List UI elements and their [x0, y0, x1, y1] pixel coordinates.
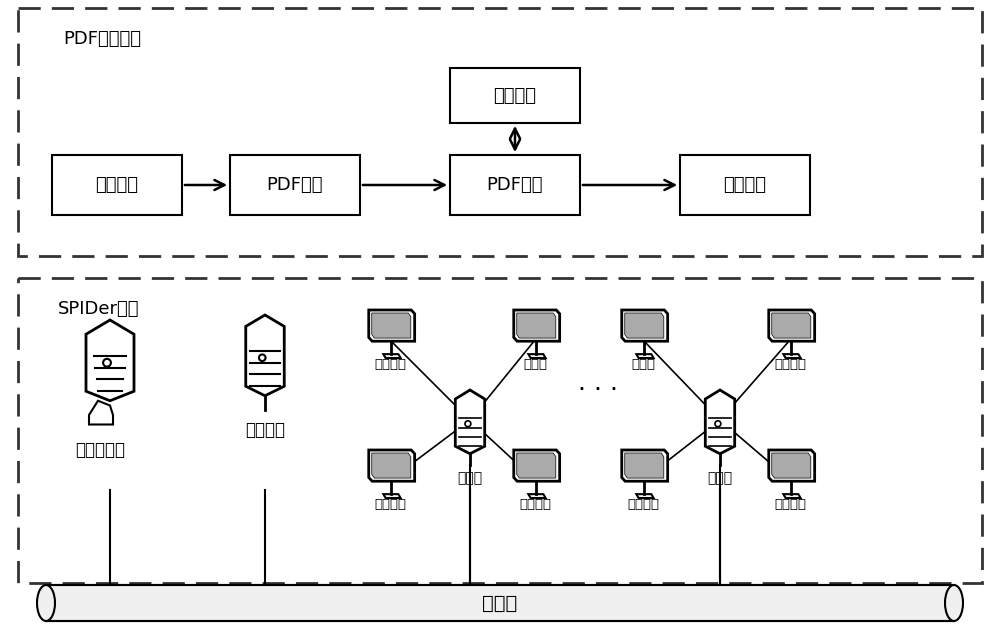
Polygon shape [622, 450, 668, 481]
Polygon shape [517, 313, 556, 338]
Text: PDF显示: PDF显示 [487, 176, 543, 194]
Polygon shape [455, 390, 485, 454]
Polygon shape [372, 313, 411, 338]
Polygon shape [517, 453, 556, 478]
Polygon shape [625, 453, 664, 478]
Text: 子节点: 子节点 [707, 471, 733, 485]
Polygon shape [622, 310, 668, 341]
FancyBboxPatch shape [18, 8, 982, 256]
Polygon shape [86, 320, 134, 401]
Text: 显示单元: 显示单元 [519, 498, 551, 511]
Text: 主控节点: 主控节点 [245, 421, 285, 439]
Polygon shape [625, 313, 664, 338]
Text: 显示单元: 显示单元 [774, 357, 806, 370]
Text: 控制操作: 控制操作 [494, 87, 536, 104]
Text: 信息读取: 信息读取 [96, 176, 138, 194]
Polygon shape [514, 450, 560, 481]
FancyBboxPatch shape [450, 68, 580, 123]
Text: 信息保存: 信息保存 [724, 176, 767, 194]
Polygon shape [783, 354, 801, 358]
Text: SPIDer平台: SPIDer平台 [58, 300, 140, 318]
Polygon shape [528, 494, 546, 498]
Polygon shape [705, 390, 735, 454]
Text: PDF显示系统: PDF显示系统 [63, 30, 141, 48]
Text: 示单元: 示单元 [631, 357, 655, 370]
Polygon shape [383, 354, 401, 358]
Text: 显示单: 显示单 [523, 357, 547, 370]
Polygon shape [769, 310, 815, 341]
Text: PDF解析: PDF解析 [267, 176, 323, 194]
Polygon shape [772, 313, 811, 338]
Polygon shape [636, 494, 654, 498]
Text: 显示单元: 显示单元 [627, 498, 659, 511]
FancyBboxPatch shape [450, 155, 580, 215]
Circle shape [259, 355, 266, 361]
Polygon shape [246, 315, 284, 396]
Circle shape [103, 359, 111, 367]
Circle shape [715, 421, 721, 426]
Polygon shape [369, 310, 415, 341]
FancyBboxPatch shape [680, 155, 810, 215]
Polygon shape [783, 494, 801, 498]
Text: 显示单元: 显示单元 [774, 498, 806, 511]
Text: 显示单元: 显示单元 [374, 498, 406, 511]
Polygon shape [636, 354, 654, 358]
Polygon shape [514, 310, 560, 341]
Polygon shape [372, 453, 411, 478]
Text: 文件服务器: 文件服务器 [75, 441, 125, 459]
Polygon shape [772, 453, 811, 478]
Ellipse shape [37, 585, 55, 621]
Text: 显示单元: 显示单元 [374, 357, 406, 370]
Polygon shape [383, 494, 401, 498]
Ellipse shape [945, 585, 963, 621]
Polygon shape [528, 354, 546, 358]
FancyBboxPatch shape [52, 155, 182, 215]
Text: 子节点: 子节点 [457, 471, 483, 485]
Circle shape [465, 421, 471, 426]
FancyBboxPatch shape [18, 278, 982, 583]
Polygon shape [769, 450, 815, 481]
FancyBboxPatch shape [230, 155, 360, 215]
Text: 千兆网: 千兆网 [482, 594, 518, 613]
Text: · · ·: · · · [578, 378, 618, 402]
FancyBboxPatch shape [46, 585, 954, 621]
Polygon shape [369, 450, 415, 481]
Polygon shape [89, 401, 113, 425]
